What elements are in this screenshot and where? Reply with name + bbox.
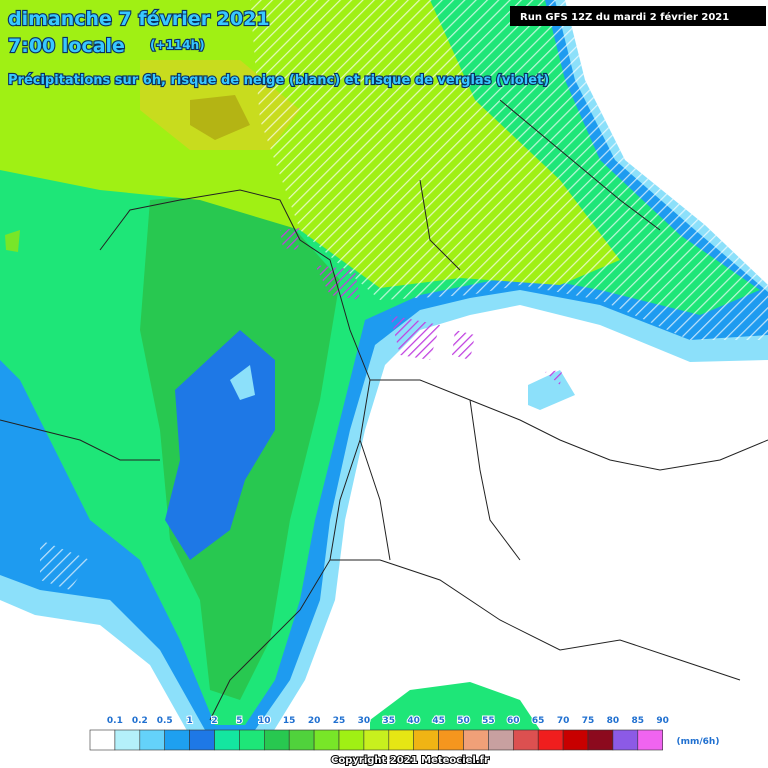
legend-label: 0.5 (157, 716, 173, 726)
legend-swatch (587, 729, 614, 751)
legend-label: 35 (383, 716, 396, 726)
subtitle: Précipitations sur 6h, risque de neige (… (8, 73, 549, 88)
legend-swatch (363, 729, 390, 751)
legend-swatch (313, 729, 340, 751)
legend-swatch (637, 729, 663, 751)
legend-swatch (114, 729, 141, 751)
legend-swatch (139, 729, 166, 751)
legend-swatch (612, 729, 639, 751)
legend-label: 25 (333, 716, 346, 726)
precip-south (370, 682, 540, 730)
legend-label: 90 (656, 716, 669, 726)
legend-swatch (388, 729, 414, 751)
legend-label: 5 (236, 716, 242, 726)
legend-label: 50 (457, 716, 470, 726)
legend-swatch (512, 729, 539, 751)
run-box (510, 6, 766, 26)
legend-label: 75 (582, 716, 595, 726)
legend-label: 40 (407, 716, 420, 726)
legend-swatch (239, 729, 265, 751)
legend-swatch (288, 729, 315, 751)
legend-label: 0.2 (132, 716, 148, 726)
legend-label: 60 (507, 716, 520, 726)
legend-swatch (413, 729, 439, 751)
legend-swatch (89, 729, 116, 751)
legend-label: 70 (557, 716, 570, 726)
legend-swatch (488, 729, 514, 751)
legend-label: 45 (432, 716, 445, 726)
snow-hatch (250, 0, 768, 340)
legend: 0.1 0.2 0.5 1 2 5 10 15 20 25 30 35 40 45 50 55 60 65 70 75… (89, 715, 670, 751)
run-label: Run GFS 12Z du mardi 2 février 2021 (520, 11, 729, 23)
legend-label: 85 (632, 716, 645, 726)
legend-swatch (214, 729, 240, 751)
legend-label: 55 (482, 716, 495, 726)
legend-label: 30 (358, 716, 371, 726)
legend-swatch (263, 729, 290, 751)
precip-core (190, 95, 250, 140)
lead-time: (+114h) (150, 38, 205, 52)
time: 7:00 locale (8, 35, 125, 57)
legend-swatch (164, 729, 190, 751)
copyright: Copyright 2021 Meteociel.fr (331, 755, 489, 766)
legend-label: 2 (211, 716, 217, 726)
legend-swatch (189, 729, 215, 751)
snow-hatch-west (40, 540, 90, 590)
legend-label: 0.1 (107, 716, 123, 726)
precip-inner-light (230, 365, 255, 400)
legend-label: 10 (258, 716, 271, 726)
legend-label: 65 (532, 716, 545, 726)
legend-unit: (mm/6h) (677, 737, 720, 747)
legend-label: 1 (186, 716, 192, 726)
date: dimanche 7 février 2021 (8, 8, 270, 30)
legend-label: 80 (607, 716, 620, 726)
precip-small-green (5, 230, 20, 252)
legend-label: 15 (283, 716, 296, 726)
borders (0, 99, 768, 721)
legend-label: 20 (308, 716, 321, 726)
legend-swatch (438, 729, 464, 751)
legend-swatch (338, 729, 365, 751)
legend-swatch (562, 729, 589, 751)
legend-swatch (463, 729, 489, 751)
legend-swatch (537, 729, 564, 751)
ice-hatch (280, 228, 562, 385)
precip-east (528, 370, 575, 410)
